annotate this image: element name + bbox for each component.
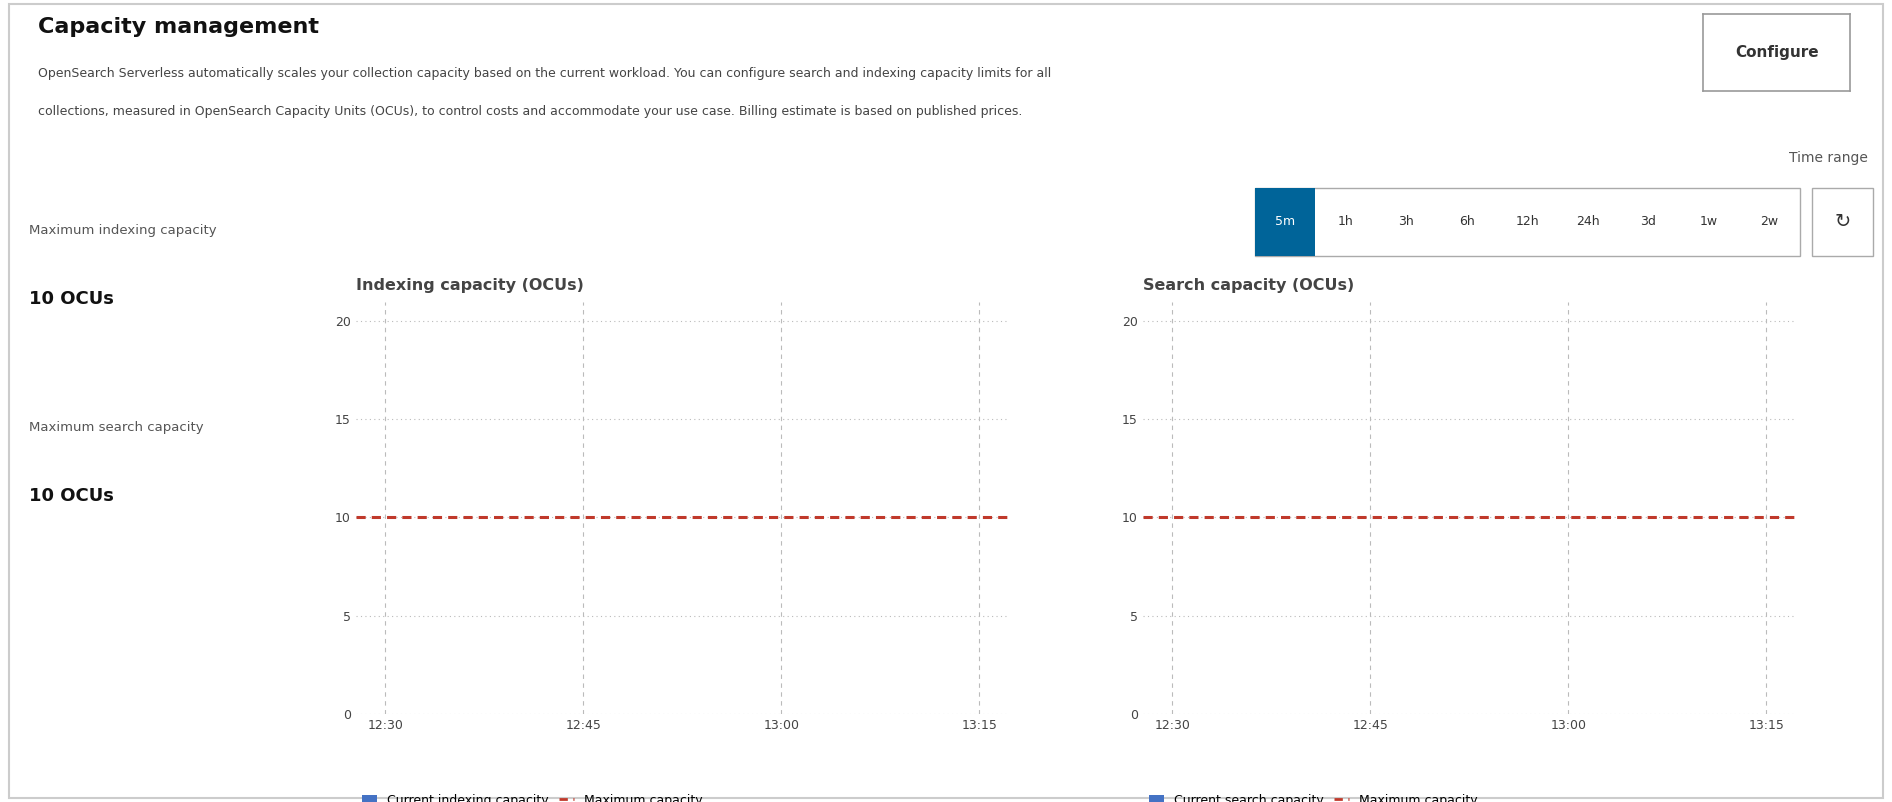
Text: Indexing capacity (OCUs): Indexing capacity (OCUs): [356, 278, 583, 294]
Text: 3h: 3h: [1398, 216, 1413, 229]
Text: 1h: 1h: [1338, 216, 1353, 229]
Text: collections, measured in OpenSearch Capacity Units (OCUs), to control costs and : collections, measured in OpenSearch Capa…: [38, 105, 1022, 118]
Bar: [1254, 188, 1315, 256]
Legend: Current indexing capacity, Maximum capacity: Current indexing capacity, Maximum capac…: [361, 794, 702, 802]
Text: ↻: ↻: [1835, 213, 1850, 232]
Text: 12h: 12h: [1515, 216, 1538, 229]
Text: OpenSearch Serverless automatically scales your collection capacity based on the: OpenSearch Serverless automatically scal…: [38, 67, 1052, 80]
Text: 10 OCUs: 10 OCUs: [30, 487, 114, 504]
Text: 5m: 5m: [1275, 216, 1296, 229]
Text: Maximum indexing capacity: Maximum indexing capacity: [30, 224, 218, 237]
Text: 24h: 24h: [1576, 216, 1599, 229]
Text: 3d: 3d: [1640, 216, 1656, 229]
Text: Time range: Time range: [1790, 151, 1867, 165]
Text: 2w: 2w: [1760, 216, 1778, 229]
Text: 1w: 1w: [1699, 216, 1718, 229]
Text: Capacity management: Capacity management: [38, 17, 320, 37]
Text: 10 OCUs: 10 OCUs: [30, 290, 114, 308]
Bar: [1813, 188, 1873, 256]
Legend: Current search capacity, Maximum capacity: Current search capacity, Maximum capacit…: [1148, 794, 1478, 802]
Text: Search capacity (OCUs): Search capacity (OCUs): [1143, 278, 1355, 294]
Bar: [1254, 188, 1799, 256]
Text: Maximum search capacity: Maximum search capacity: [30, 421, 204, 434]
Text: 6h: 6h: [1459, 216, 1474, 229]
Text: Configure: Configure: [1735, 45, 1818, 60]
